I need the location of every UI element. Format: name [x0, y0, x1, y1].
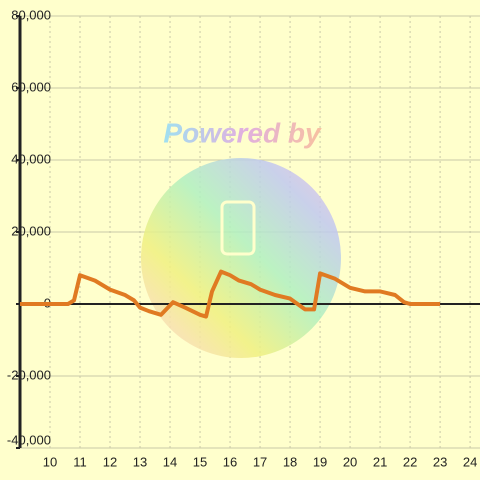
y-tick-label: -40,000 — [7, 432, 51, 447]
watermark-icon — [220, 200, 256, 256]
x-tick-label: 24 — [463, 454, 477, 469]
x-tick-label: 21 — [373, 454, 387, 469]
x-tick-label: 14 — [163, 454, 177, 469]
x-tick-label: 23 — [433, 454, 447, 469]
x-tick-label: 17 — [253, 454, 267, 469]
data-line — [20, 269, 441, 319]
y-tick-label: 20,000 — [11, 223, 51, 238]
watermark-logo — [141, 158, 341, 358]
x-tick-label: 13 — [133, 454, 147, 469]
y-tick-label: 40,000 — [11, 151, 51, 166]
x-tick-label: 16 — [223, 454, 237, 469]
x-tick-label: 15 — [193, 454, 207, 469]
y-tick-label: 60,000 — [11, 79, 51, 94]
x-tick-label: 20 — [343, 454, 357, 469]
x-tick-label: 12 — [103, 454, 117, 469]
y-tick-label: -20,000 — [7, 367, 51, 382]
y-tick-label: 80,000 — [11, 7, 51, 22]
x-tick-label: 19 — [313, 454, 327, 469]
x-tick-label: 18 — [283, 454, 297, 469]
watermark-text: Powered by — [163, 117, 322, 148]
plot: -40,000-20,000020,00040,00060,00080,0001… — [7, 7, 480, 469]
x-tick-label: 10 — [43, 454, 57, 469]
x-tick-label: 11 — [73, 454, 87, 469]
x-tick-label: 22 — [403, 454, 417, 469]
